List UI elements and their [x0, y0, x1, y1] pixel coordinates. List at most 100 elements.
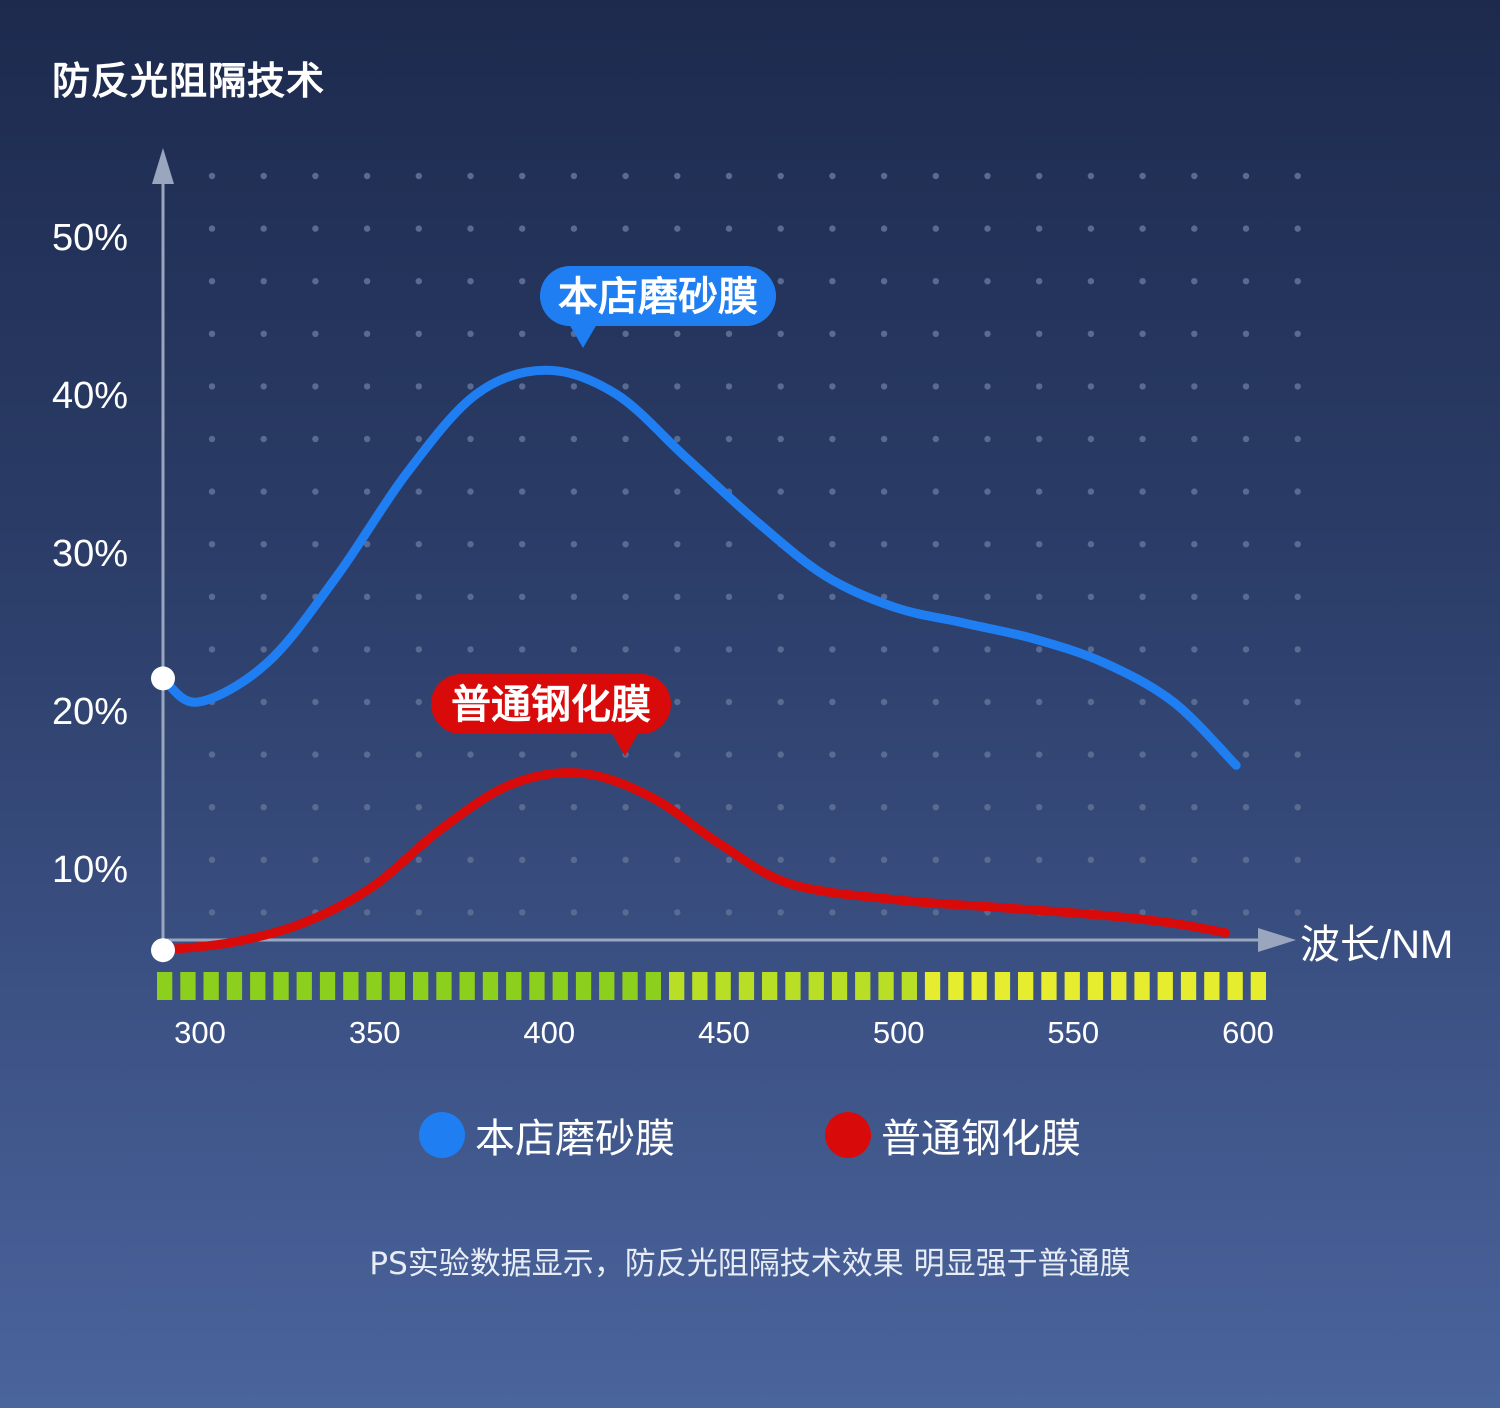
grid-dot — [519, 909, 526, 916]
grid-dot — [415, 804, 422, 811]
grid-dot — [674, 646, 681, 653]
x-tick-label: 550 — [1047, 1015, 1099, 1050]
strip-segment — [389, 972, 405, 1000]
grid-dot — [1087, 804, 1095, 811]
grid-dot — [1191, 593, 1198, 600]
grid-dot — [932, 751, 939, 758]
legend-swatch — [825, 1112, 871, 1158]
grid-dot — [777, 698, 784, 706]
grid-dot — [1036, 698, 1043, 706]
grid-dot — [984, 383, 991, 390]
y-tick-labels: 50% 40% 30% 20% 10% — [52, 217, 128, 891]
grid-dot — [1036, 383, 1043, 390]
grid-dot — [984, 172, 991, 180]
grid-dot — [312, 541, 319, 548]
grid-dot — [1191, 541, 1198, 548]
y-tick-label: 40% — [52, 375, 128, 417]
grid-dot — [725, 698, 733, 706]
grid-dot — [1191, 435, 1198, 443]
strip-segment — [1250, 972, 1266, 1000]
grid-dot — [674, 225, 681, 232]
grid-dot — [1191, 751, 1198, 758]
grid-dot — [1087, 383, 1095, 390]
grid-dot — [1191, 225, 1198, 232]
grid-dot — [725, 804, 733, 811]
grid-dot — [312, 804, 319, 811]
grid-dot — [519, 172, 526, 180]
strip-segment — [855, 972, 871, 1000]
x-tick-labels: 300 350 400 450 500 550 600 — [174, 1015, 1274, 1050]
grid-dot — [260, 278, 267, 285]
grid-dot — [415, 225, 422, 232]
callout-b: 普通钢化膜 — [431, 674, 671, 756]
grid-dot — [570, 856, 578, 863]
x-tick-label: 400 — [523, 1015, 575, 1050]
strip-segment — [762, 972, 778, 1000]
grid-dot — [674, 909, 681, 916]
strip-segment — [785, 972, 801, 1000]
grid-dot — [984, 856, 991, 863]
grid-dot — [1087, 488, 1095, 495]
strip-segment — [552, 972, 568, 1000]
grid-dot — [467, 278, 474, 285]
grid-dot — [829, 698, 836, 706]
grid-dot — [1294, 278, 1301, 285]
grid-dot — [570, 804, 578, 811]
grid-dot — [1139, 172, 1146, 180]
grid-dot — [829, 646, 836, 653]
grid-dot — [674, 593, 681, 600]
strip-segment — [1204, 972, 1220, 1000]
grid-dot — [932, 541, 939, 548]
callout-label: 普通钢化膜 — [451, 683, 651, 727]
grid-dot — [1191, 856, 1198, 863]
grid-dot — [1242, 646, 1250, 653]
grid-dot — [880, 225, 888, 232]
grid-dot — [415, 751, 422, 758]
grid-dot — [1242, 330, 1250, 337]
grid-dot — [1242, 593, 1250, 600]
x-axis-label: 波长/NM — [1300, 923, 1453, 967]
grid-dot — [1242, 225, 1250, 232]
strip-segment — [366, 972, 382, 1000]
strip-segment — [669, 972, 685, 1000]
grid-dot — [415, 698, 422, 706]
grid-dot — [622, 909, 629, 916]
grid-dot — [1191, 698, 1198, 706]
grid-dot — [519, 646, 526, 653]
grid-dot — [984, 278, 991, 285]
strip-segment — [1111, 972, 1127, 1000]
grid-dot — [1294, 435, 1301, 443]
grid-dot — [1036, 330, 1043, 337]
grid-dot — [880, 909, 888, 916]
grid-dot — [1036, 225, 1043, 232]
x-axis-arrow-icon — [1258, 928, 1296, 952]
strip-segment — [575, 972, 592, 1000]
grid-dot — [1294, 172, 1301, 180]
grid-dot — [622, 541, 629, 548]
grid-dot — [312, 698, 319, 706]
grid-dot — [725, 435, 733, 443]
grid-dot — [1087, 646, 1095, 653]
grid-dot — [777, 856, 784, 863]
grid-dot — [208, 751, 216, 758]
grid-dot — [1139, 278, 1146, 285]
strip-segment — [1041, 972, 1057, 1000]
grid-dot — [1191, 172, 1198, 180]
grid-dot — [725, 909, 733, 916]
grid-dot — [725, 330, 733, 337]
grid-dot — [1242, 541, 1250, 548]
grid-dot — [363, 856, 371, 863]
grid-dot — [570, 225, 578, 232]
start-marker — [151, 938, 175, 963]
grid-dot — [208, 856, 216, 863]
grid-dot — [1294, 856, 1301, 863]
grid-dot — [932, 330, 939, 337]
grid-dot — [1139, 856, 1146, 863]
strip-segment — [599, 972, 615, 1000]
grid-dot — [1036, 646, 1043, 653]
grid-dot — [363, 646, 371, 653]
grid-dot — [1087, 435, 1095, 443]
grid-dot — [1139, 488, 1146, 495]
grid-dot — [674, 435, 681, 443]
x-tick-label: 450 — [698, 1015, 750, 1050]
